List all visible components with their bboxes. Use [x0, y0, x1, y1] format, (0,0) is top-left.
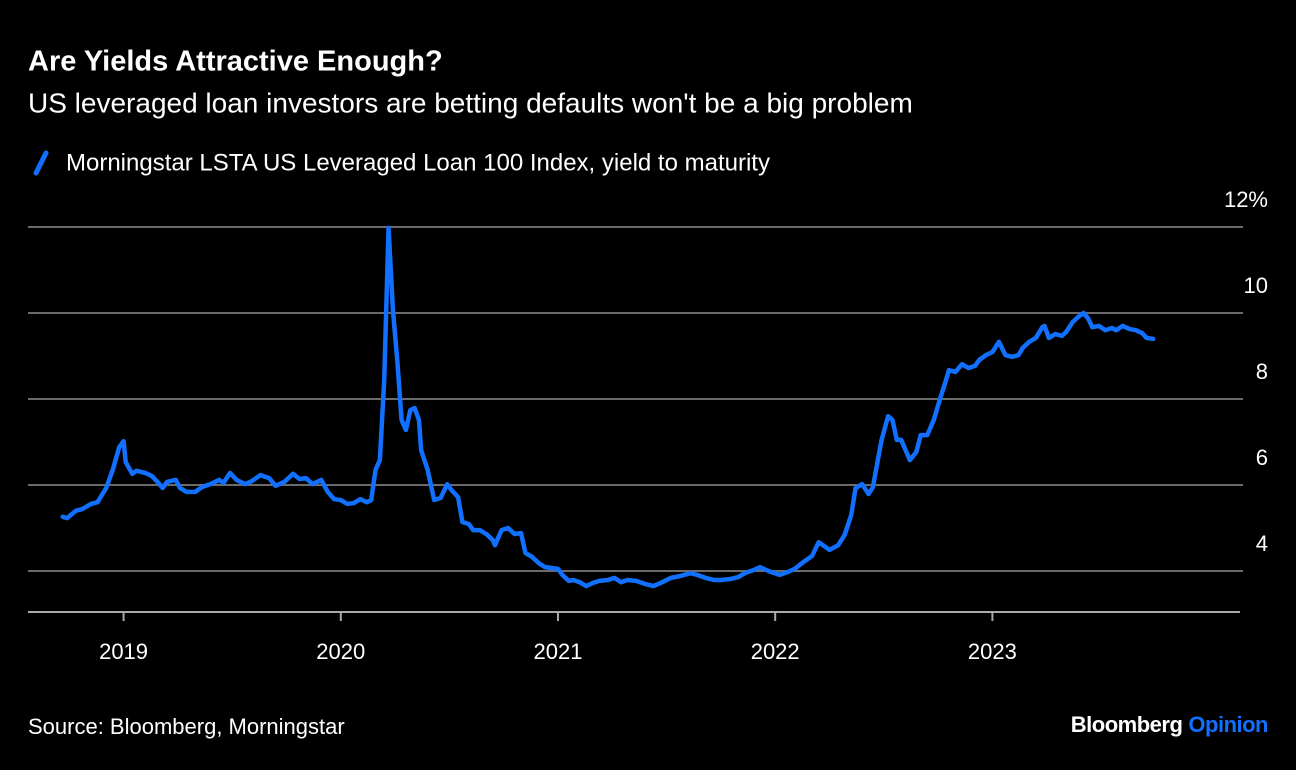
brand: Bloomberg Opinion [1071, 712, 1268, 737]
brand-name: Bloomberg [1071, 712, 1183, 737]
x-tick-label: 2022 [751, 639, 800, 664]
chart-title: Are Yields Attractive Enough? [28, 46, 443, 78]
x-tick-label: 2020 [316, 639, 365, 664]
y-tick-label: 6 [1256, 445, 1268, 470]
y-tick-label: 8 [1256, 359, 1268, 384]
legend-swatch [33, 150, 49, 176]
legend-label: Morningstar LSTA US Leveraged Loan 100 I… [66, 149, 770, 176]
y-tick-label: 12% [1224, 187, 1268, 212]
brand-section: Opinion [1188, 712, 1268, 737]
source-note: Source: Bloomberg, Morningstar [28, 714, 345, 739]
data-line [60, 225, 1156, 589]
x-tick-label: 2023 [968, 639, 1017, 664]
chart-subtitle: US leveraged loan investors are betting … [28, 87, 913, 118]
x-tick-label: 2019 [99, 639, 148, 664]
y-tick-label: 4 [1256, 531, 1268, 556]
x-tick-label: 2021 [534, 639, 583, 664]
y-tick-label: 10 [1244, 273, 1268, 298]
